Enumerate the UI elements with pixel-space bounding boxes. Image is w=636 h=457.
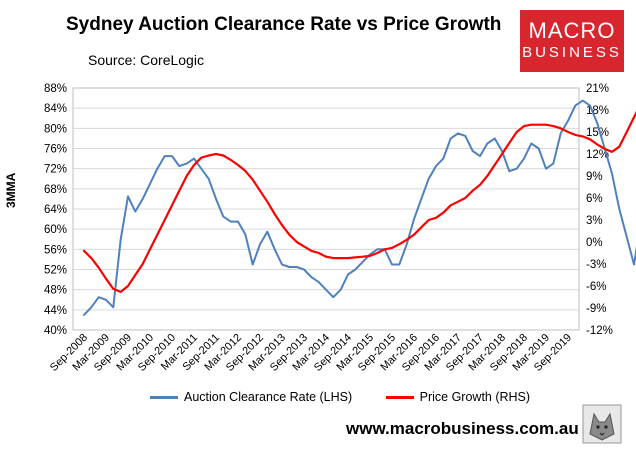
right-tick-label: 12% bbox=[586, 149, 609, 161]
right-tick-label: -9% bbox=[586, 303, 606, 315]
left-tick-label: 72% bbox=[44, 164, 67, 176]
left-tick-label: 60% bbox=[44, 224, 67, 236]
left-tick-label: 56% bbox=[44, 244, 67, 256]
left-tick-label: 88% bbox=[44, 83, 67, 95]
series-line-clearance-rate bbox=[83, 99, 636, 316]
plot-frame bbox=[72, 87, 580, 331]
logo-line2: BUSINESS bbox=[522, 44, 622, 61]
right-tick-label: 3% bbox=[586, 215, 603, 227]
chart-title: Sydney Auction Clearance Rate vs Price G… bbox=[66, 14, 502, 35]
legend-item-clearance: Auction Clearance Rate (LHS) bbox=[150, 390, 352, 404]
right-tick-label: -12% bbox=[586, 325, 613, 337]
left-tick-label: 76% bbox=[44, 144, 67, 156]
left-tick-label: 64% bbox=[44, 204, 67, 216]
right-tick-label: 15% bbox=[586, 127, 609, 139]
left-tick-label: 40% bbox=[44, 325, 67, 337]
left-tick-label: 68% bbox=[44, 184, 67, 196]
right-tick-label: 0% bbox=[586, 237, 603, 249]
source-note: Source: CoreLogic bbox=[88, 52, 204, 68]
right-tick-label: 6% bbox=[586, 193, 603, 205]
right-tick-label: 9% bbox=[586, 171, 603, 183]
legend-label-price: Price Growth (RHS) bbox=[419, 390, 531, 404]
left-tick-label: 44% bbox=[44, 305, 67, 317]
wolf-mascot-icon bbox=[582, 404, 622, 444]
series-line-price-growth bbox=[82, 110, 636, 293]
legend-swatch-price bbox=[385, 396, 414, 400]
right-tick-label: -6% bbox=[586, 281, 606, 293]
logo-line1: MACRO bbox=[528, 18, 616, 43]
left-tick-label: 84% bbox=[44, 103, 67, 115]
left-tick-label: 52% bbox=[44, 265, 67, 277]
right-tick-label: 21% bbox=[586, 83, 609, 95]
left-tick-label: 48% bbox=[44, 285, 67, 297]
macrobusiness-logo: MACRO BUSINESS bbox=[520, 10, 624, 72]
legend-label-clearance: Auction Clearance Rate (LHS) bbox=[184, 390, 353, 404]
website-url[interactable]: www.macrobusiness.com.au bbox=[346, 419, 579, 438]
chart-legend: Auction Clearance Rate (LHS) Price Growt… bbox=[150, 390, 560, 404]
legend-swatch-clearance bbox=[150, 396, 178, 400]
right-tick-label: -3% bbox=[586, 259, 606, 271]
legend-item-price: Price Growth (RHS) bbox=[385, 390, 531, 404]
left-tick-label: 80% bbox=[44, 123, 67, 135]
